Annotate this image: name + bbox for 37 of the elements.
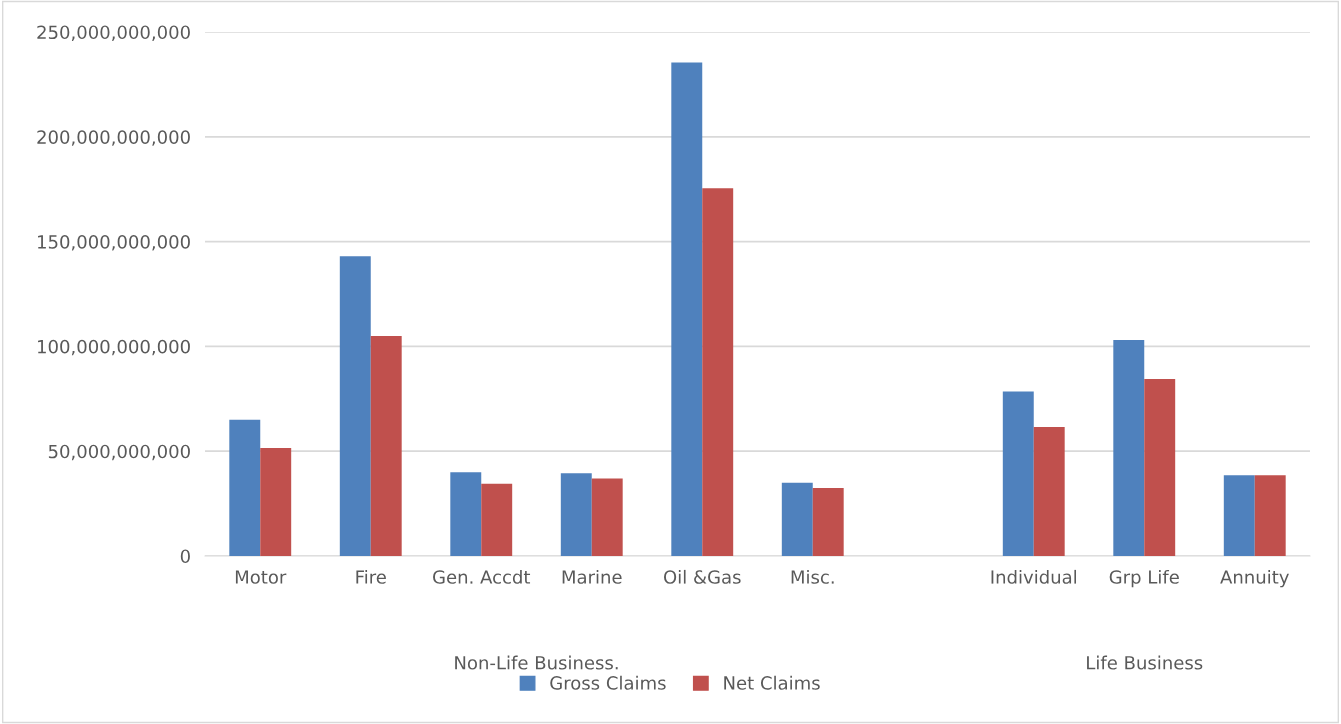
x-tick-label: Marine bbox=[562, 569, 622, 584]
bar bbox=[1113, 340, 1145, 556]
y-tick-label: 0 bbox=[180, 549, 190, 564]
bar bbox=[671, 62, 703, 556]
bar bbox=[702, 188, 734, 556]
x-tick-label: Individual bbox=[991, 569, 1077, 584]
y-tick-label: 250,000,000,000 bbox=[37, 25, 190, 41]
bar bbox=[591, 478, 623, 556]
x-tick-label: Gen. Accdt bbox=[433, 569, 531, 584]
legend-label: Net Claims bbox=[724, 675, 820, 690]
x-tick-label: Fire bbox=[356, 569, 386, 584]
bar bbox=[781, 482, 813, 556]
x-tick-label: Annuity bbox=[1220, 569, 1289, 588]
bar bbox=[812, 487, 844, 556]
bar bbox=[1002, 391, 1034, 556]
bar bbox=[1144, 378, 1176, 556]
bar bbox=[260, 448, 292, 556]
bar bbox=[1033, 427, 1065, 556]
y-tick-label: 100,000,000,000 bbox=[38, 339, 190, 356]
bar bbox=[1254, 475, 1286, 556]
text: Life Business bbox=[1087, 655, 1203, 670]
y-tick-label: 200,000,000,000 bbox=[37, 130, 190, 146]
bar bbox=[339, 256, 371, 556]
y-tick-label: 150,000,000,000 bbox=[38, 235, 190, 251]
bar bbox=[1223, 475, 1255, 556]
bar bbox=[450, 472, 482, 556]
text: Non-Life Business. bbox=[455, 655, 618, 670]
x-tick-label: Misc. bbox=[791, 569, 834, 584]
x-tick-label: Motor bbox=[235, 570, 287, 584]
bar bbox=[370, 335, 402, 556]
bar bbox=[229, 419, 261, 556]
bar bbox=[560, 473, 592, 556]
y-tick-label: 50,000,000,000 bbox=[48, 444, 190, 461]
x-tick-label: Oil &Gas bbox=[664, 569, 741, 584]
legend-label: Gross Claims bbox=[550, 675, 666, 690]
bar bbox=[481, 483, 513, 556]
x-tick-label: Grp Life bbox=[1109, 569, 1179, 588]
